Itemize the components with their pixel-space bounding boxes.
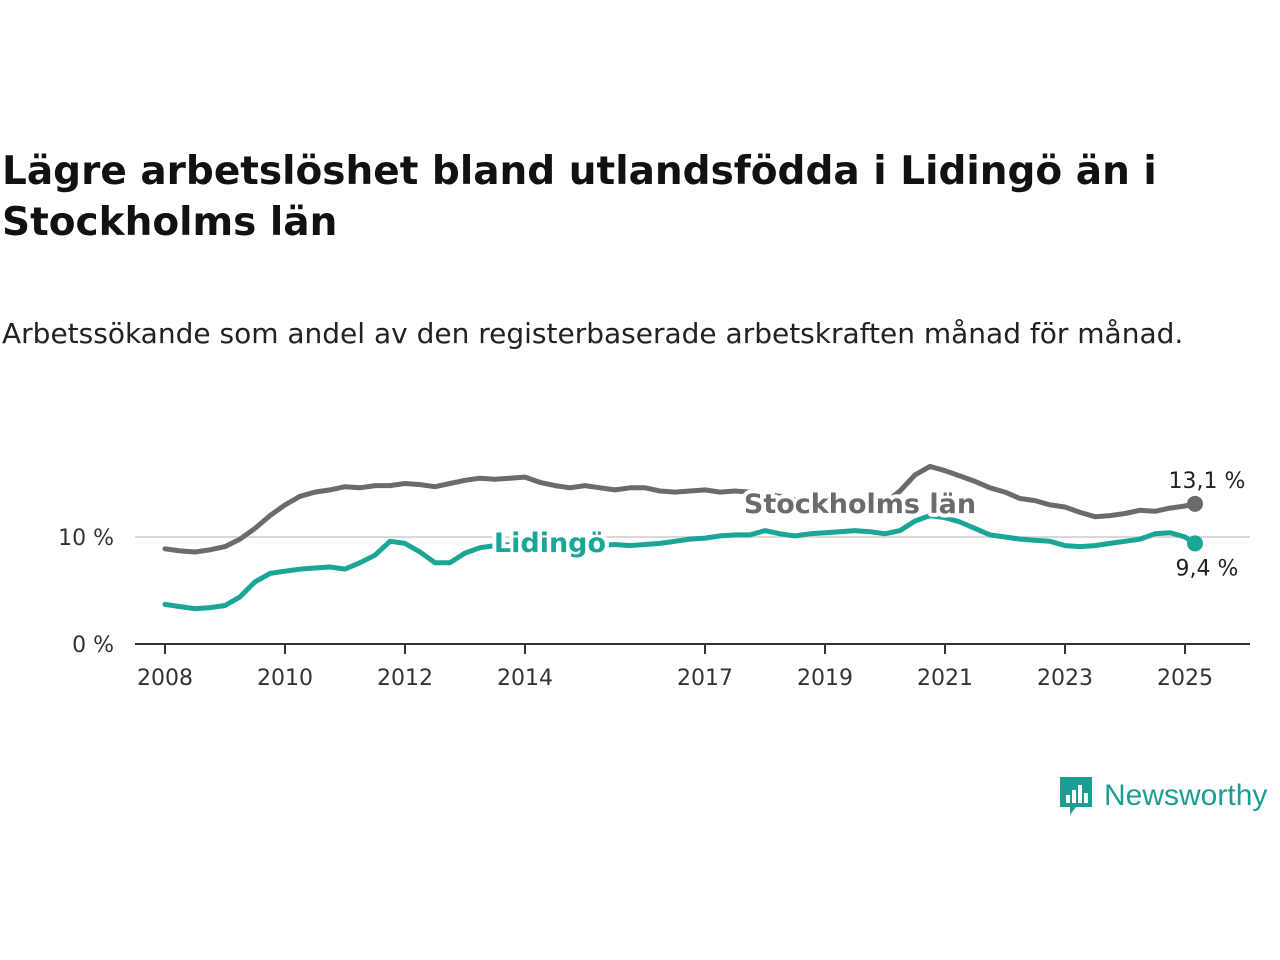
series-end-dot-0 bbox=[1187, 495, 1203, 512]
x-tick-label: 2014 bbox=[497, 666, 553, 691]
brand-name: Newsworthy bbox=[1104, 779, 1268, 812]
chart-subtitle: Arbetssökande som andel av den registerb… bbox=[2, 317, 1184, 350]
line-chart: 0 % 10 % 2008 2010 2012 2014 2017 2019 2021 2023 2… bbox=[58, 463, 1250, 691]
series-name-label-0: Stockholms län bbox=[744, 489, 976, 520]
x-tick-label: 2010 bbox=[257, 666, 313, 691]
label-layer: 13,1 % 9,4 % Stockholms län Lidingö bbox=[490, 469, 1246, 582]
x-tick-label: 2012 bbox=[377, 666, 433, 691]
x-tick-label: 2023 bbox=[1037, 666, 1093, 691]
brand-logo: Newsworthy bbox=[1058, 772, 1267, 820]
x-tick-label: 2008 bbox=[137, 666, 193, 691]
x-tick-label: 2025 bbox=[1157, 666, 1213, 691]
series-end-dot-1 bbox=[1187, 535, 1203, 552]
series-end-label-0: 13,1 % bbox=[1169, 469, 1246, 494]
series-line-0 bbox=[162, 463, 1198, 555]
series-end-label-1: 9,4 % bbox=[1176, 556, 1239, 581]
x-tick-label: 2019 bbox=[797, 666, 853, 691]
series-line-1 bbox=[162, 513, 1198, 612]
newsworthy-logo-icon bbox=[1060, 777, 1092, 815]
y-tick-label: 10 % bbox=[58, 526, 114, 551]
y-tick-label: 0 % bbox=[72, 633, 114, 658]
axis-layer: 0 % 10 % 2008 2010 2012 2014 2017 2019 2021 2023 2… bbox=[58, 526, 1250, 691]
x-tick-label: 2017 bbox=[677, 666, 733, 691]
series-layer bbox=[162, 463, 1203, 612]
x-tick-label: 2021 bbox=[917, 666, 973, 691]
series-name-label-1: Lidingö bbox=[494, 528, 606, 559]
chart-title: Lägre arbetslöshet bland utlandsfödda i … bbox=[2, 149, 1157, 245]
